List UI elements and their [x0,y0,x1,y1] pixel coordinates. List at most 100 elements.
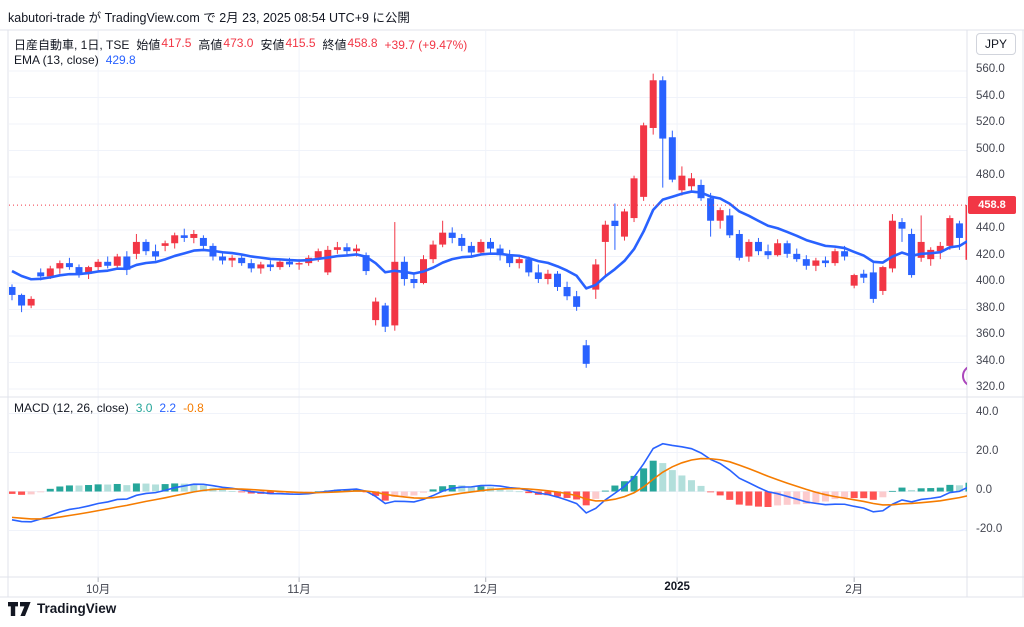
macd-hist-bar [630,475,638,492]
macd-hist-bar [496,488,504,492]
time-axis-label: 12月 [473,584,498,596]
macd-hist-bar [640,468,648,492]
candle-body [391,261,399,326]
candle-body [343,247,351,252]
candle-body [563,286,571,297]
macd-hist-bar [180,483,188,492]
macd-hist-bar [774,491,782,506]
candle-body [362,255,370,272]
macd-hist-bar [247,491,255,494]
macd-hist-bar [917,488,925,492]
candle-body [812,260,820,266]
candle-body [506,255,514,264]
candle-body [640,125,648,197]
last-price-badge: 458.8 [968,196,1016,214]
macd-hist-bar [955,485,963,492]
ema-value: 429.8 [105,53,136,67]
candle-body [487,241,494,249]
macd-hist-bar [458,485,466,492]
macd-pane[interactable] [9,442,973,523]
macd-hist-bar [927,488,935,492]
candle-body [353,248,361,252]
candle-body [573,296,581,307]
macd-hist-bar [85,485,93,492]
candle-body [496,248,504,256]
macd-hist-bar [812,491,820,503]
candle-body [190,233,198,238]
macd-hist-bar [161,484,169,492]
candle-body [477,241,485,253]
candle-body [56,263,64,269]
price-tick-label: 400.0 [976,275,1005,287]
candle-body [955,223,963,238]
macd-tick-label: -20.0 [976,522,1003,535]
candle-body [152,251,160,257]
macd-hist-bar [726,491,734,500]
ohlc-low: 安値 415.5 [260,36,316,52]
macd-hist-bar [697,485,705,492]
macd-hist-bar [831,491,839,500]
candle-body [946,218,954,246]
candle-body [180,235,188,238]
macd-hist-bar [132,483,140,492]
price-axis[interactable]: 560.0 540.0 520.0 500.0 480.0 440.0 420.0 400.0… [968,0,1024,627]
macd-hist-bar [860,491,868,499]
candle-body [774,243,782,256]
macd-hist-bar [735,491,743,505]
macd-hist-bar [850,491,858,499]
macd-hist-bar [123,485,131,492]
ema-legend[interactable]: EMA (13, close) 429.8 [14,53,136,67]
macd-hist-bar [879,491,887,498]
drawing-ellipse[interactable] [962,366,983,386]
macd-hist-bar [56,486,64,492]
macd-hist-bar [219,489,227,492]
macd-hist-bar [391,491,399,497]
candle-body [75,267,83,274]
candle-body [266,264,274,268]
macd-hist-bar [506,490,514,492]
macd-hist-bar [94,484,102,492]
macd-legend[interactable]: MACD (12, 26, close) 3.0 2.2 -0.8 [14,401,204,415]
tradingview-logo-text: TradingView [37,601,117,616]
candle-body [601,224,609,242]
candle-body [831,251,839,264]
macd-tick-label: 20.0 [976,444,999,457]
symbol-legend[interactable]: 日産自動車, 1日, TSE 始値 417.5 高値 473.0 安値 415.5 終… [14,36,467,53]
candle-body [888,220,896,269]
candle-body [46,268,54,277]
macd-hist-bar [515,491,523,493]
attribution-text[interactable]: kabutori-trade が TradingView.com で 2月 23… [8,11,410,25]
candle-body [716,210,724,221]
ema-name: EMA (13, close) [14,53,99,67]
candle-body [295,263,303,265]
macd-hist-bar [898,487,906,492]
candle-body [726,215,734,236]
candle-body [735,233,743,258]
candle-body [936,245,944,252]
macd-hist-bar [142,483,150,492]
macd-hist-bar [888,490,896,492]
candle-body [525,259,533,273]
time-axis-label: 2月 [845,584,864,596]
time-axis[interactable]: 10月 11月 12月 2025 2月 [0,578,967,597]
macd-signal-line [11,457,967,520]
macd-hist-bar [936,487,944,492]
macd-hist-bar [27,491,35,495]
candle-body [841,251,849,257]
price-pane[interactable] [9,73,984,386]
candle-body [515,259,523,264]
tradingview-logo[interactable]: TradingView [8,601,116,616]
currency-toggle-button[interactable]: JPY [976,33,1016,55]
candle-body [400,261,408,280]
time-axis-label: 10月 [85,584,111,596]
candle-body [467,245,475,253]
macd-hist-bar [381,491,389,501]
candle-body [333,247,341,250]
candle-body [668,137,676,180]
candle-body [544,273,552,280]
candle-body [448,232,456,238]
candle-body [687,178,695,187]
price-tick-label: 360.0 [976,328,1005,340]
macd-hist-bar [965,482,967,492]
